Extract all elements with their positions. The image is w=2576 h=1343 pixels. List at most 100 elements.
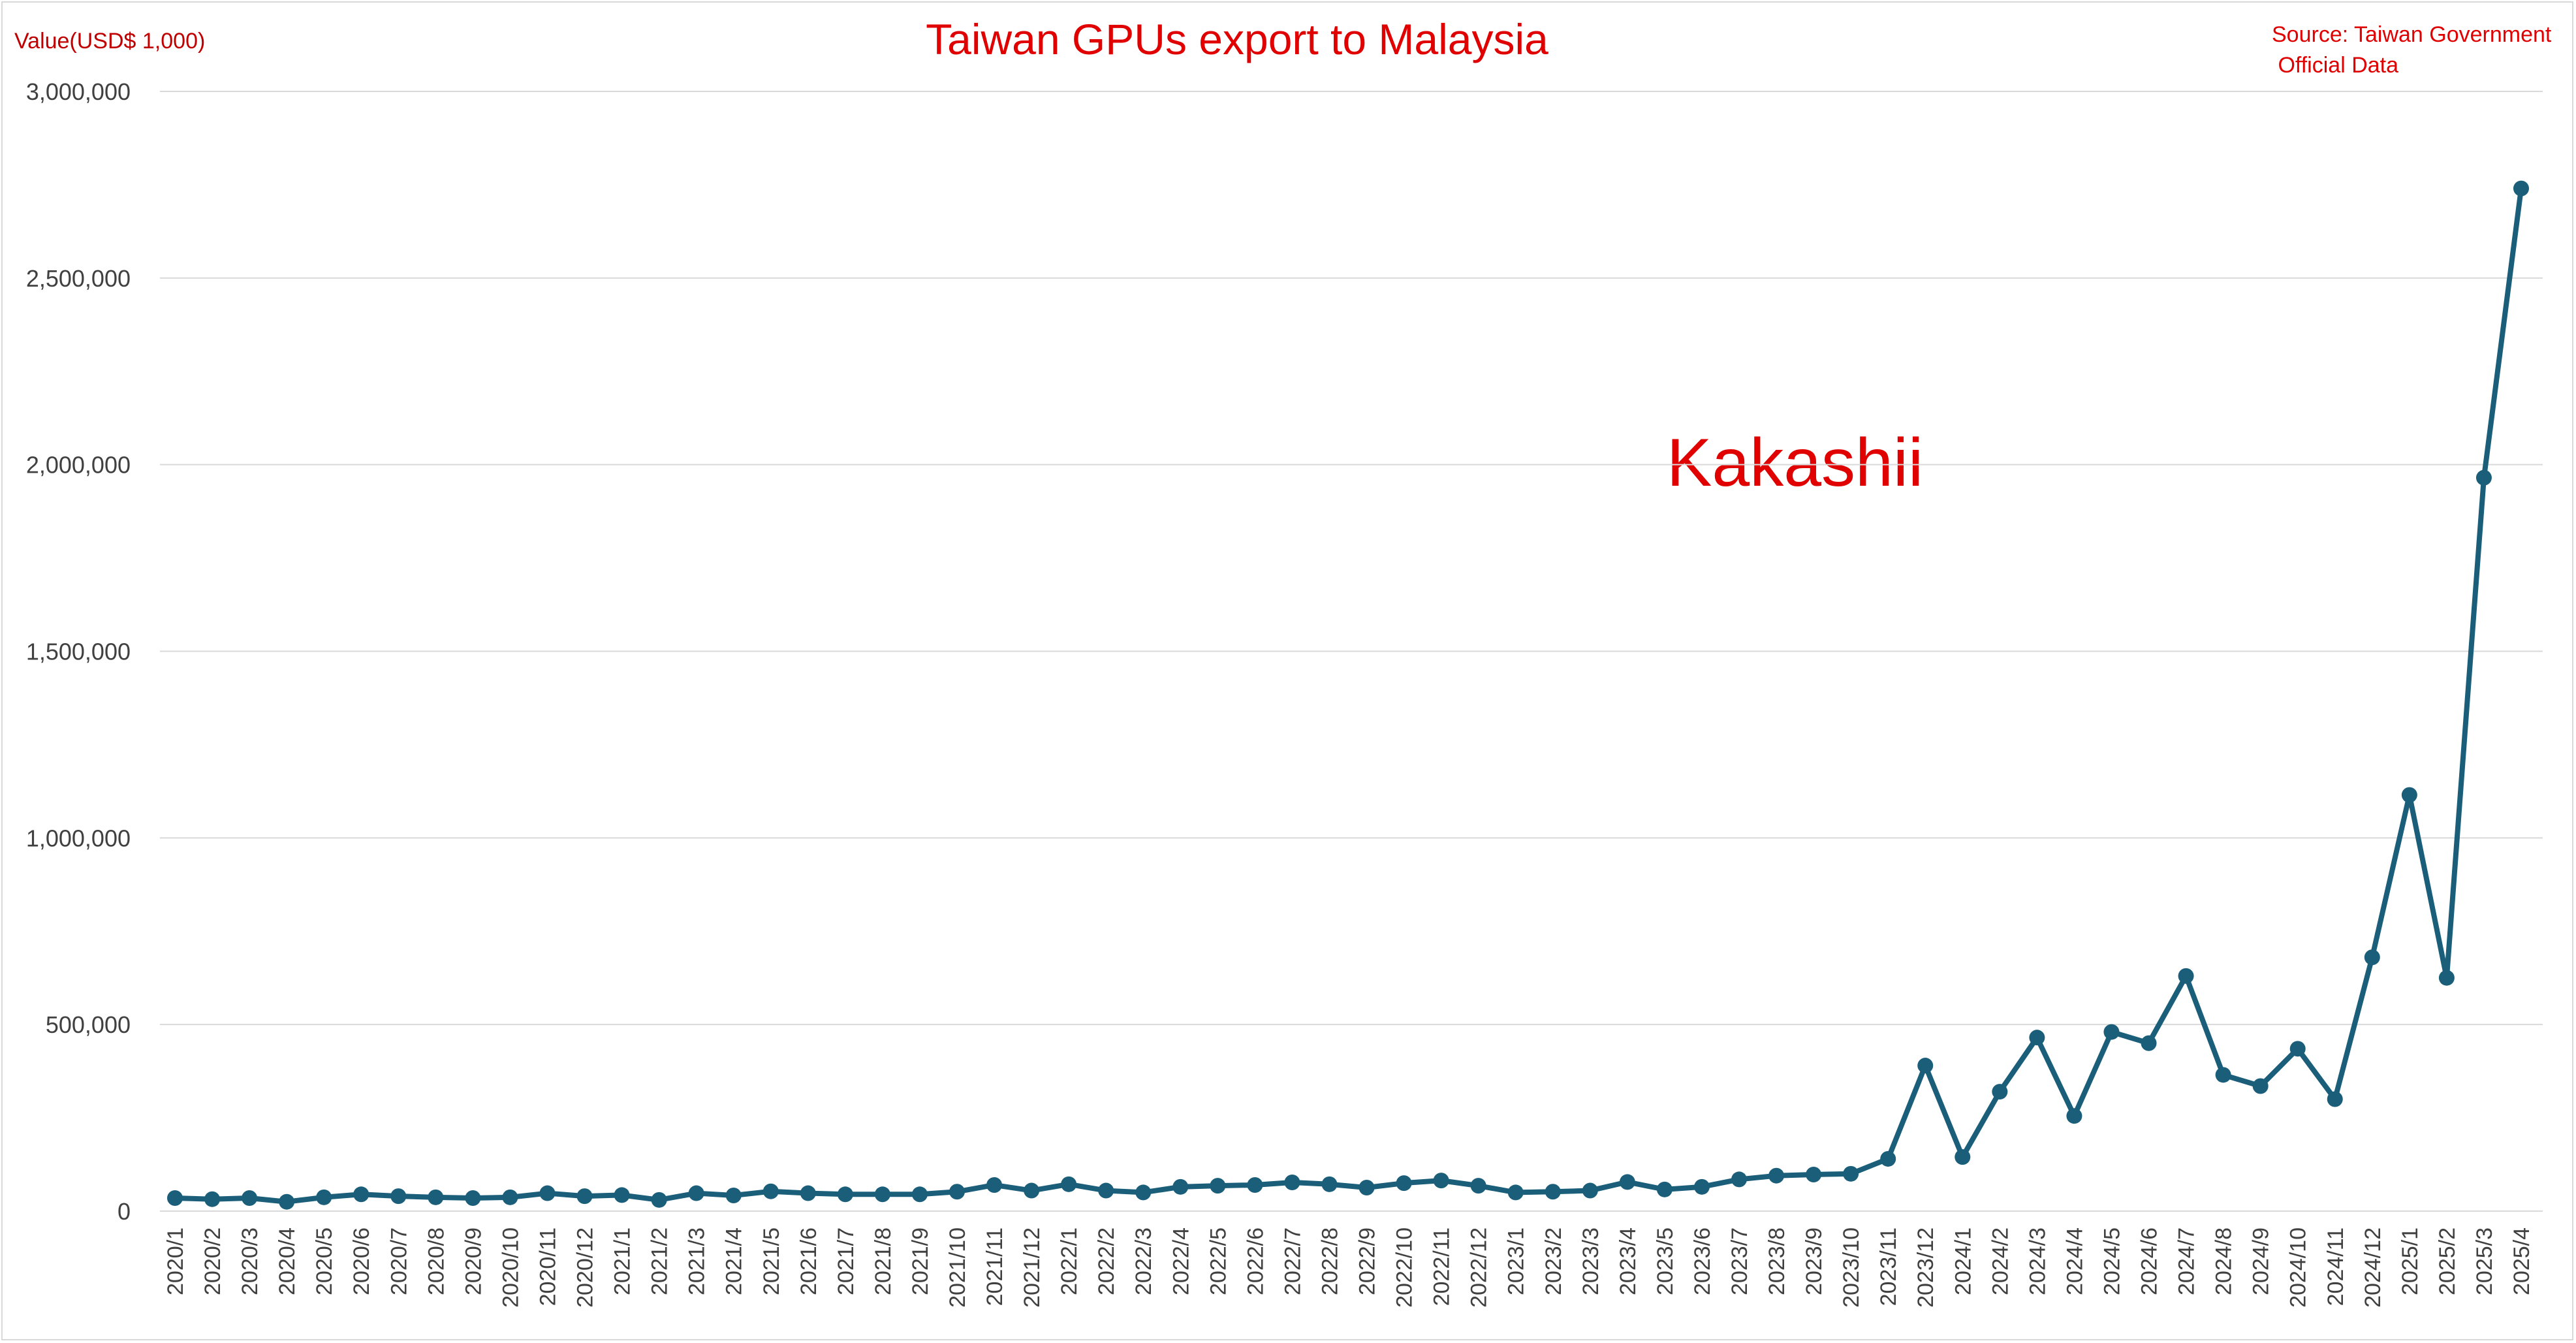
data-point [986,1177,1003,1193]
x-tick-label: 2021/1 [610,1227,635,1295]
x-tick-label: 2024/11 [2323,1227,2348,1306]
data-point [1098,1182,1114,1199]
data-point [576,1188,593,1205]
x-tick-label: 2021/6 [796,1227,821,1295]
y-tick-label: 3,000,000 [26,78,131,105]
data-point [1359,1179,1375,1195]
x-tick-label: 2020/5 [312,1227,337,1295]
data-point [1061,1176,1077,1192]
data-point [1507,1184,1524,1201]
gridlines [160,91,2543,1212]
data-point [242,1190,258,1206]
data-point [1321,1176,1338,1192]
x-tick-label: 2024/12 [2361,1227,2385,1308]
x-tick-label: 2025/2 [2435,1227,2460,1295]
series-line [172,185,2524,1205]
series-points [167,180,2529,1210]
x-tick-label: 2022/11 [1430,1227,1454,1306]
data-point [2029,1030,2045,1046]
x-tick-label: 2024/10 [2286,1227,2311,1308]
data-point [204,1191,221,1207]
x-tick-label: 2020/3 [238,1227,262,1295]
data-point [1284,1174,1300,1190]
x-tick-label: 2020/8 [424,1227,448,1295]
x-tick-label: 2020/12 [573,1227,598,1308]
data-point [2364,949,2380,966]
source-note-line2: Official Data [2272,53,2399,78]
data-point [1135,1184,1152,1201]
data-point [1656,1181,1673,1197]
x-tick-label: 2025/4 [2509,1227,2534,1295]
data-point [949,1184,965,1200]
data-point [279,1193,295,1210]
chart-title: Taiwan GPUs export to Malaysia [926,15,1548,63]
data-point [2289,1041,2306,1057]
x-tick-label: 2021/2 [648,1227,672,1295]
x-tick-label: 2022/8 [1317,1227,1342,1295]
data-point [725,1187,742,1203]
data-point [167,1190,183,1206]
y-tick-label: 0 [118,1198,131,1225]
series-line-path [172,185,2524,1205]
x-tick-label: 2020/10 [498,1227,523,1308]
x-tick-label: 2023/4 [1616,1227,1641,1295]
x-tick-label: 2024/3 [2025,1227,2050,1295]
x-tick-label: 2024/8 [2212,1227,2237,1295]
data-point [2141,1035,2157,1051]
data-point [651,1192,667,1208]
x-tick-label: 2023/7 [1727,1227,1752,1295]
data-point [428,1189,444,1205]
data-point [1880,1150,1896,1167]
x-tick-label: 2022/12 [1467,1227,1492,1308]
x-tick-label: 2021/3 [685,1227,710,1295]
data-point [1247,1177,1263,1193]
x-tick-label: 2022/3 [1131,1227,1156,1295]
x-tick-label: 2023/1 [1504,1227,1529,1295]
x-tick-label: 2021/9 [908,1227,933,1295]
x-tick-label: 2024/5 [2099,1227,2124,1295]
x-tick-label: 2020/7 [386,1227,411,1295]
x-tick-label: 2023/11 [1876,1227,1901,1306]
data-point [1619,1174,1635,1190]
x-tick-label: 2020/4 [275,1227,300,1295]
y-tick-label: 1,000,000 [26,825,131,851]
data-point [502,1189,518,1205]
data-point [1210,1178,1226,1194]
x-tick-label: 2023/3 [1579,1227,1603,1295]
data-point [1917,1058,1934,1074]
data-point [1396,1175,1412,1192]
x-tick-label: 2022/2 [1094,1227,1119,1295]
source-note-line1: Source: Taiwan Government [2272,22,2552,47]
data-point [1843,1165,1859,1182]
data-point [1172,1178,1189,1195]
x-tick-label: 2022/10 [1392,1227,1417,1308]
data-point [1433,1173,1449,1189]
x-tick-label: 2021/4 [722,1227,747,1295]
y-tick-label: 2,500,000 [26,265,131,292]
x-tick-label: 2024/9 [2249,1227,2274,1295]
data-point [874,1186,890,1203]
x-tick-label: 2023/10 [1839,1227,1864,1308]
x-tick-label: 2021/7 [834,1227,858,1295]
y-tick-label: 500,000 [46,1011,131,1038]
data-point [1768,1167,1785,1184]
data-point [2066,1108,2082,1124]
x-tick-label: 2020/2 [200,1227,225,1295]
x-tick-label: 2021/12 [1020,1227,1045,1308]
data-point [2327,1091,2343,1107]
data-point [2438,970,2455,986]
data-point [2178,968,2194,984]
data-point [2215,1067,2231,1083]
data-point [614,1187,630,1203]
x-tick-label: 2022/1 [1057,1227,1082,1295]
watermark-text: Kakashii [1667,425,1924,501]
source-note: Source: Taiwan Government Official Data [2272,20,2559,81]
x-tick-label: 2020/9 [461,1227,486,1295]
x-tick-label: 2024/6 [2137,1227,2162,1295]
data-point [390,1188,407,1205]
x-tick-label: 2022/6 [1243,1227,1268,1295]
x-tick-label: 2021/10 [945,1227,970,1308]
x-tick-label: 2020/11 [535,1227,560,1306]
